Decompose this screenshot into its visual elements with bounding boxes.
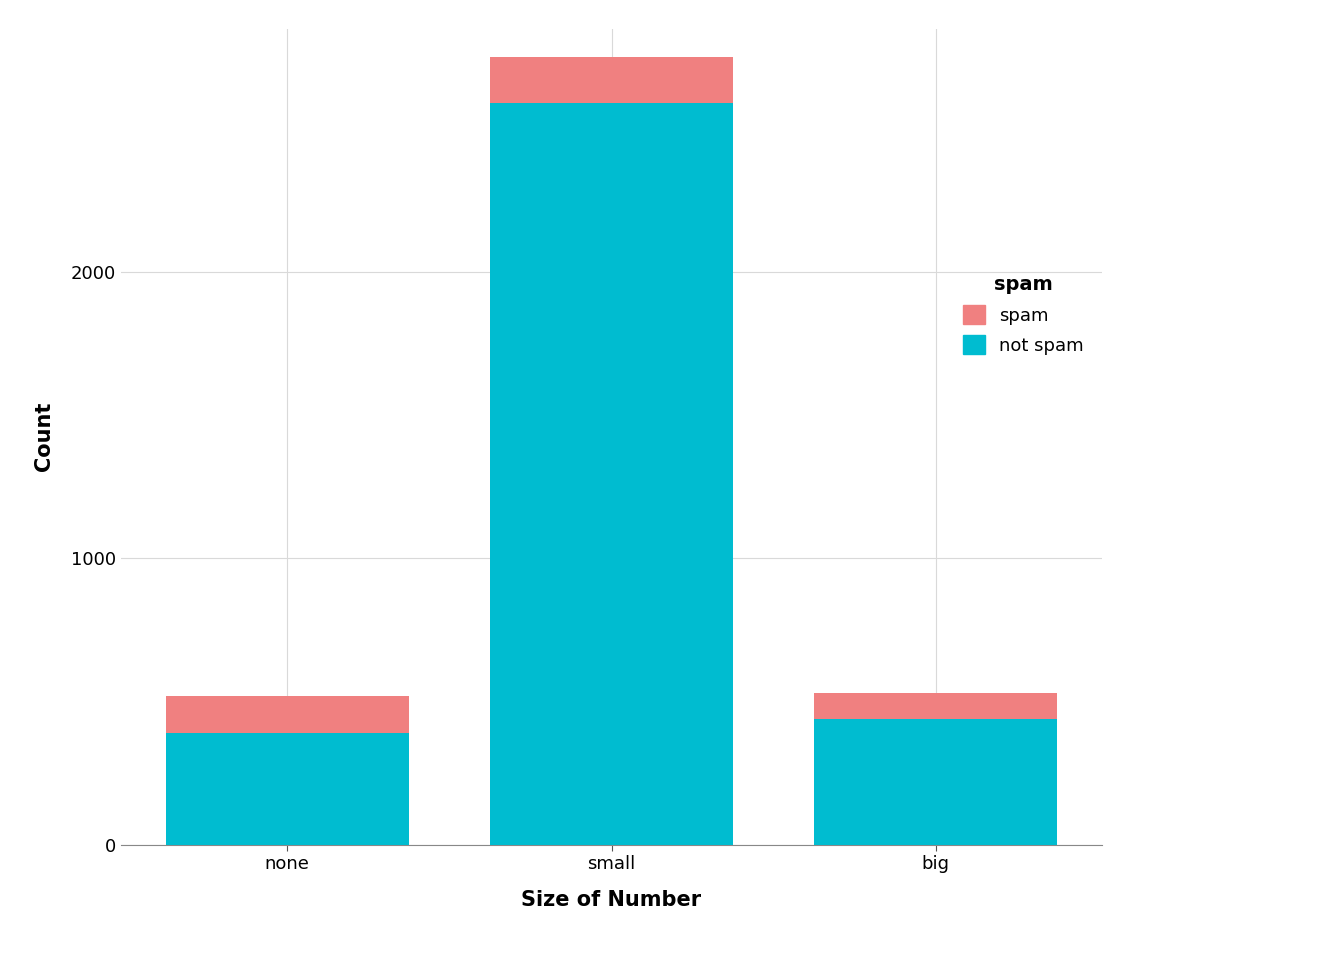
Bar bbox=[814, 719, 1058, 845]
Bar bbox=[491, 58, 732, 104]
Bar bbox=[814, 693, 1058, 719]
Bar bbox=[165, 733, 409, 845]
Legend: spam, not spam: spam, not spam bbox=[954, 266, 1093, 364]
X-axis label: Size of Number: Size of Number bbox=[521, 890, 702, 910]
Bar bbox=[491, 104, 732, 845]
Bar bbox=[165, 696, 409, 733]
Y-axis label: Count: Count bbox=[34, 402, 54, 471]
